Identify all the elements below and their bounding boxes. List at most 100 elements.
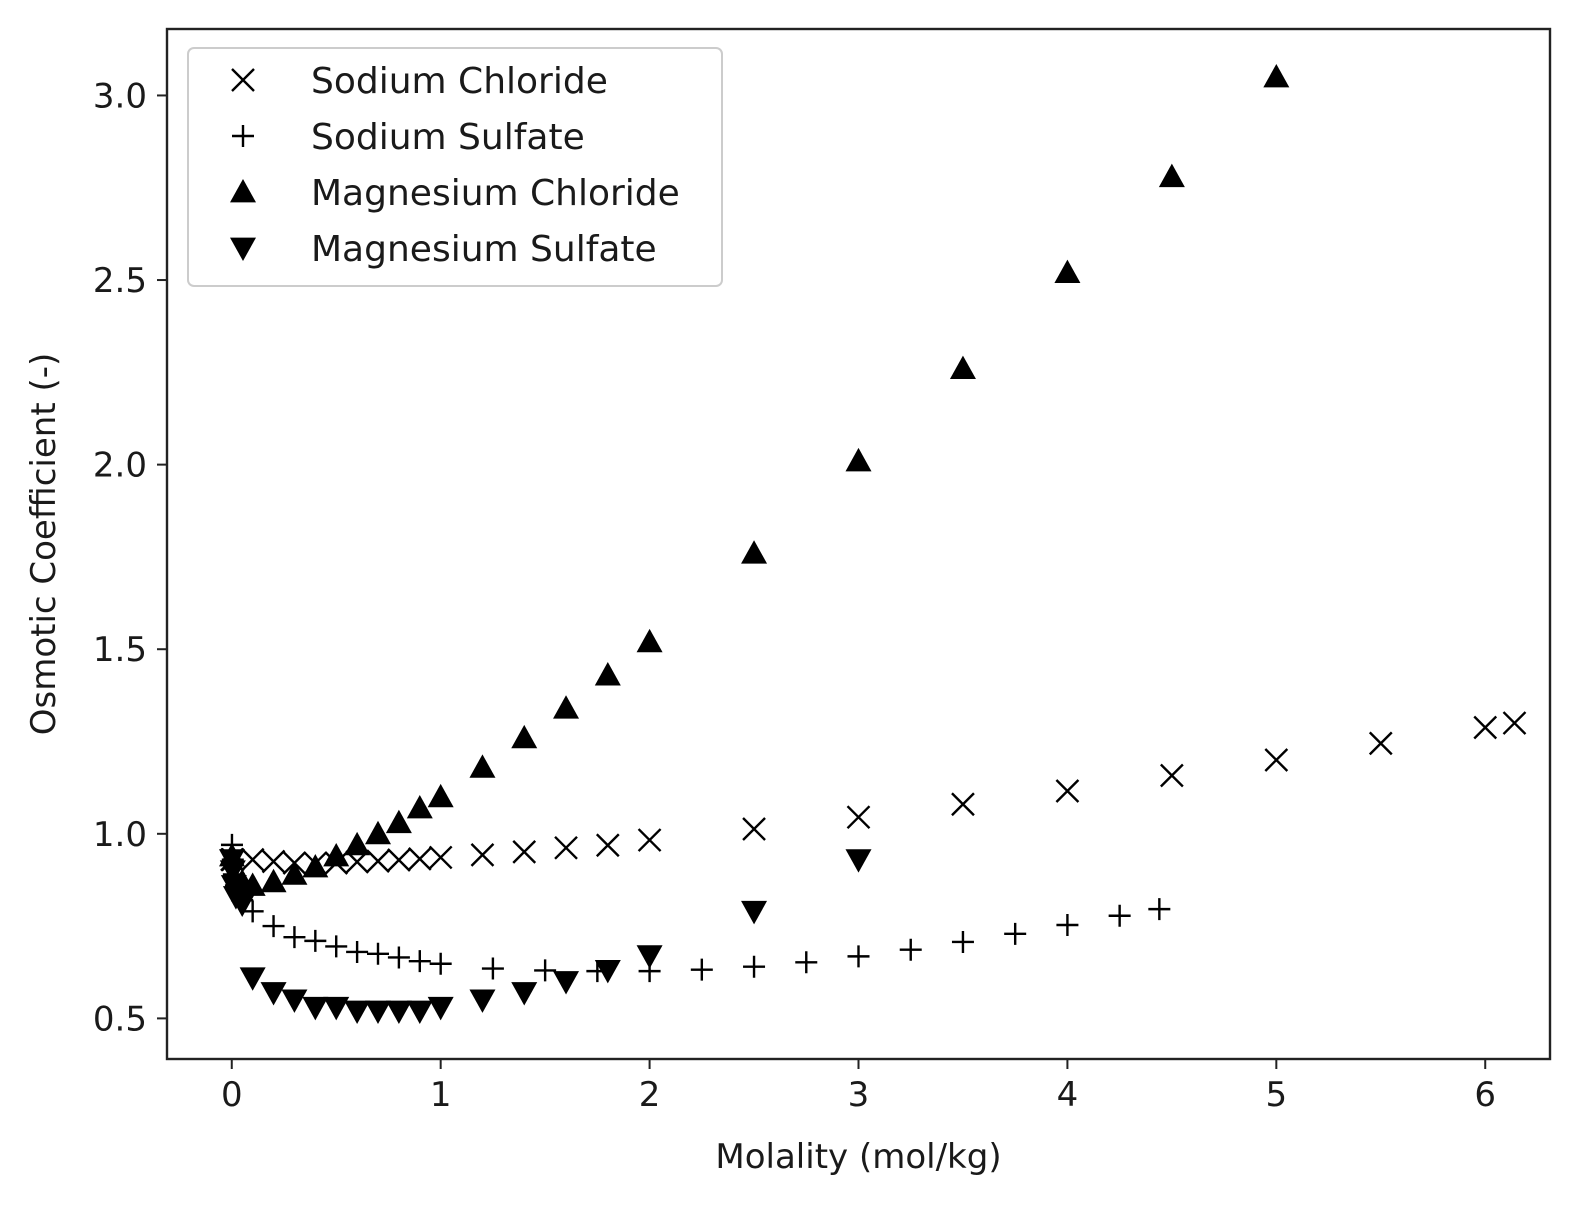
data-point	[427, 783, 454, 808]
data-point	[262, 915, 285, 938]
data-point	[470, 842, 495, 867]
data-point	[1158, 163, 1185, 188]
data-point	[553, 971, 580, 995]
legend-label: Sodium Chloride	[311, 61, 608, 102]
x-tick-label: 1	[430, 1075, 452, 1115]
data-point	[636, 628, 663, 653]
data-point	[553, 695, 580, 719]
x-tick-label: 6	[1474, 1075, 1496, 1115]
legend-box	[187, 47, 723, 287]
data-point	[690, 958, 713, 981]
data-point	[281, 989, 308, 1013]
legend-label: Magnesium Chloride	[311, 173, 680, 214]
legend-label: Magnesium Sulfate	[311, 229, 657, 270]
data-point	[325, 935, 348, 958]
data-point	[1055, 779, 1080, 803]
data-point	[469, 989, 496, 1013]
x-axis: 0 1 2 3 4 5 6	[221, 1059, 1496, 1115]
data-point	[1263, 63, 1290, 88]
data-point	[229, 893, 256, 917]
data-point	[346, 940, 369, 963]
data-point	[899, 938, 922, 961]
x-tick-label: 0	[221, 1075, 243, 1115]
y-axis-label: Osmotic Coefficient (-)	[24, 353, 64, 736]
data-point	[304, 929, 327, 952]
data-point	[283, 926, 306, 949]
data-point	[261, 849, 286, 874]
data-point	[511, 982, 538, 1006]
data-point	[511, 724, 538, 749]
data-point	[427, 996, 454, 1021]
data-point	[281, 861, 308, 885]
x-axis-label: Molality (mol/kg)	[715, 1137, 1001, 1177]
data-point	[406, 794, 433, 819]
legend-item: Sodium Chloride	[231, 61, 608, 102]
legend-item: Magnesium Sulfate	[230, 229, 657, 270]
legend-label: Sodium Sulfate	[311, 117, 585, 158]
data-point	[742, 817, 766, 841]
data-point	[365, 1000, 392, 1025]
legend-marker	[232, 125, 254, 147]
data-point	[344, 831, 371, 856]
data-point	[1502, 711, 1527, 735]
data-point	[387, 946, 410, 969]
data-point	[407, 847, 432, 871]
legend-marker	[230, 179, 256, 203]
data-point	[365, 820, 392, 845]
data-point	[951, 792, 975, 817]
data-point	[344, 1000, 371, 1025]
legend: Sodium Chloride Sodium Sulfate Magnesium C…	[187, 47, 723, 287]
data-point	[845, 447, 872, 472]
y-tick-label: 1.5	[93, 630, 147, 670]
data-point	[554, 835, 578, 860]
x-tick-label: 4	[1057, 1075, 1079, 1115]
legend-item: Sodium Sulfate	[232, 117, 585, 158]
data-point	[637, 828, 662, 852]
legend-marker	[230, 237, 256, 261]
data-point	[481, 957, 504, 980]
x-tick-label: 2	[639, 1075, 661, 1115]
y-tick-label: 2.5	[93, 261, 147, 301]
data-point	[795, 951, 818, 974]
data-point	[219, 860, 246, 884]
data-point	[469, 754, 496, 778]
data-point	[595, 833, 620, 858]
data-point	[323, 842, 350, 867]
data-point	[240, 847, 265, 872]
series-magnesium-sulfate	[218, 849, 872, 1025]
data-point	[1368, 731, 1393, 756]
data-point	[429, 952, 452, 975]
data-point	[239, 967, 266, 991]
data-point	[385, 809, 412, 834]
data-point	[1160, 763, 1184, 788]
legend-marker	[231, 68, 255, 92]
data-point	[323, 996, 350, 1021]
data-point	[636, 945, 663, 969]
data-point	[406, 1000, 433, 1025]
data-point	[594, 959, 621, 984]
data-point	[1054, 259, 1081, 284]
data-point	[1056, 913, 1079, 936]
y-tick-label: 0.5	[93, 999, 147, 1039]
data-point	[949, 355, 976, 380]
data-point	[743, 955, 766, 978]
data-point	[302, 996, 329, 1021]
data-point	[741, 900, 768, 925]
data-point	[260, 982, 287, 1006]
data-point	[387, 848, 411, 872]
legend-item: Magnesium Chloride	[230, 173, 680, 214]
data-point	[846, 805, 871, 830]
data-point	[847, 945, 870, 968]
data-point	[1473, 715, 1498, 740]
data-point	[260, 868, 287, 893]
x-tick-label: 3	[848, 1075, 870, 1115]
y-tick-label: 1.0	[93, 815, 147, 855]
plot-area	[218, 63, 1527, 1025]
data-point	[428, 845, 453, 870]
data-point	[534, 959, 557, 982]
y-axis: 0.5 1.0 1.5 2.0 2.5 3.0	[93, 76, 167, 1039]
data-point	[1004, 922, 1027, 945]
y-tick-label: 3.0	[93, 76, 147, 116]
data-point	[367, 942, 390, 965]
